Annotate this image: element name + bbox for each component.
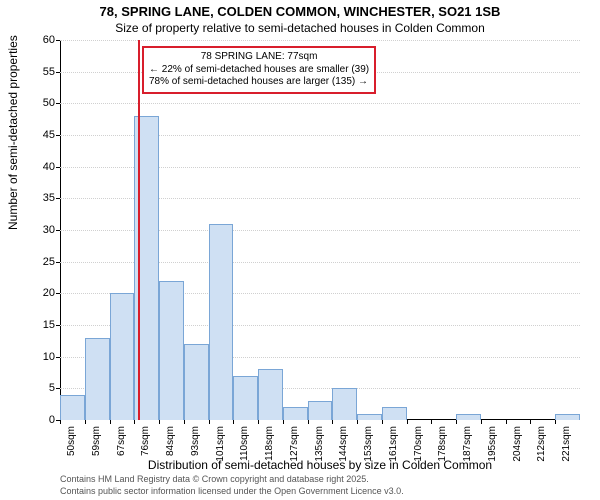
y-tick [56,40,60,41]
histogram-bar [233,376,258,420]
histogram-bar [456,414,481,420]
x-tick-label: 59sqm [91,426,102,462]
property-size-histogram: 78, SPRING LANE, COLDEN COMMON, WINCHEST… [0,0,600,500]
x-tick [332,420,333,424]
y-tick [56,357,60,358]
x-tick-label: 118sqm [264,426,275,462]
x-tick-label: 195sqm [487,426,498,462]
y-tick [56,388,60,389]
x-tick-label: 135sqm [314,426,325,462]
histogram-bar [110,293,135,420]
x-tick-label: 93sqm [190,426,201,462]
x-tick-label: 170sqm [413,426,424,462]
x-tick-label: 161sqm [388,426,399,462]
y-tick-label: 30 [25,224,55,236]
y-tick-label: 5 [25,382,55,394]
y-tick [56,293,60,294]
histogram-bar [159,281,184,420]
histogram-bar [382,407,407,420]
x-tick-label: 221sqm [561,426,572,462]
x-tick [60,420,61,424]
x-tick [431,420,432,424]
y-tick [56,72,60,73]
x-tick-label: 204sqm [512,426,523,462]
histogram-bar [209,224,234,420]
x-tick [456,420,457,424]
histogram-bar [332,388,357,420]
x-tick [357,420,358,424]
y-tick-label: 50 [25,97,55,109]
x-tick-label: 101sqm [215,426,226,462]
y-tick-label: 35 [25,192,55,204]
info-box-smaller-pct: ← 22% of semi-detached houses are smalle… [149,64,369,77]
plot-area: 78 SPRING LANE: 77sqm← 22% of semi-detac… [60,40,580,420]
property-info-box: 78 SPRING LANE: 77sqm← 22% of semi-detac… [142,46,376,94]
histogram-bar [258,369,283,420]
x-tick-label: 67sqm [116,426,127,462]
x-tick [184,420,185,424]
y-tick [56,103,60,104]
y-tick-label: 0 [25,414,55,426]
histogram-bar [308,401,333,420]
info-box-title: 78 SPRING LANE: 77sqm [149,51,369,64]
histogram-bar [184,344,209,420]
x-tick [159,420,160,424]
footer-copyright-2: Contains public sector information licen… [60,486,404,496]
y-tick-label: 15 [25,319,55,331]
x-tick [481,420,482,424]
x-tick [258,420,259,424]
chart-title-main: 78, SPRING LANE, COLDEN COMMON, WINCHEST… [0,4,600,19]
y-axis-label: Number of semi-detached properties [6,35,20,230]
x-tick-label: 212sqm [536,426,547,462]
histogram-bar [357,414,382,420]
property-marker-line [138,40,140,420]
y-tick-label: 60 [25,34,55,46]
x-tick-label: 178sqm [437,426,448,462]
x-tick [555,420,556,424]
x-tick [283,420,284,424]
x-tick-label: 153sqm [363,426,374,462]
x-tick [233,420,234,424]
y-tick-label: 45 [25,129,55,141]
y-tick [56,198,60,199]
x-tick [382,420,383,424]
y-tick [56,167,60,168]
y-tick-label: 40 [25,161,55,173]
x-tick [85,420,86,424]
histogram-bar [60,395,85,420]
x-tick-label: 144sqm [338,426,349,462]
y-tick-label: 20 [25,287,55,299]
x-tick-label: 76sqm [140,426,151,462]
y-tick-label: 10 [25,351,55,363]
y-tick-label: 25 [25,256,55,268]
info-box-larger-pct: 78% of semi-detached houses are larger (… [149,76,369,89]
footer-copyright-1: Contains HM Land Registry data © Crown c… [60,474,369,484]
x-tick [407,420,408,424]
x-tick-label: 127sqm [289,426,300,462]
x-tick [209,420,210,424]
y-tick [56,325,60,326]
x-tick [308,420,309,424]
y-tick [56,262,60,263]
x-tick [134,420,135,424]
histogram-bar [283,407,308,420]
x-tick-label: 84sqm [165,426,176,462]
chart-subtitle: Size of property relative to semi-detach… [0,21,600,35]
histogram-bar [555,414,580,420]
x-tick [110,420,111,424]
histogram-bar [85,338,110,420]
x-tick [530,420,531,424]
x-tick-label: 187sqm [462,426,473,462]
x-tick-label: 50sqm [66,426,77,462]
y-tick [56,135,60,136]
y-tick [56,230,60,231]
x-tick-label: 110sqm [239,426,250,462]
x-tick [506,420,507,424]
y-tick-label: 55 [25,66,55,78]
